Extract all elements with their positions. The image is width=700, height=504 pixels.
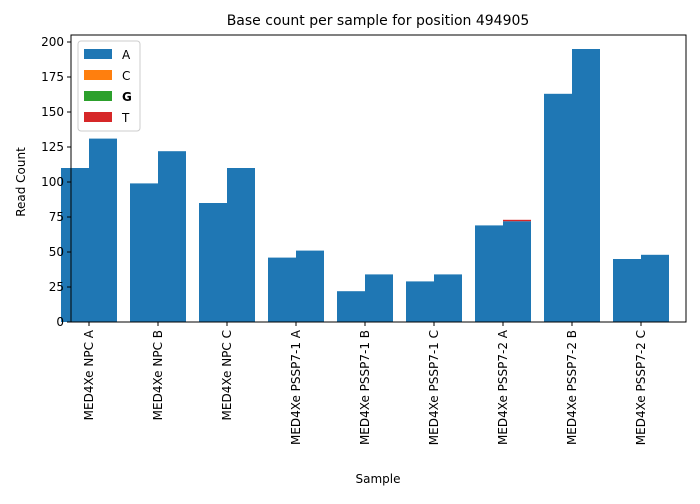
legend-swatch-A	[84, 49, 112, 59]
legend-box	[77, 40, 141, 132]
legend-label-G: G	[122, 90, 132, 104]
bar-A-left-2	[130, 183, 158, 322]
x-tick-label: MED4Xe PSSP7-1 C	[427, 330, 441, 445]
legend-swatch-C	[84, 70, 112, 80]
x-tick-label: MED4Xe PSSP7-1 A	[289, 329, 303, 445]
bar-A-right-9	[641, 254, 669, 322]
legend-label-A: A	[122, 48, 131, 62]
bar-A-left-8	[544, 93, 572, 322]
y-tick-label: 125	[41, 140, 64, 154]
legend-swatch-G	[84, 91, 112, 101]
y-tick-label: 175	[41, 70, 64, 84]
plot-frame	[70, 34, 687, 323]
bar-A-right-4	[296, 250, 324, 322]
bar-A-left-7	[475, 225, 503, 322]
y-axis-label: Read Count	[14, 147, 28, 217]
bar-A-right-6	[434, 274, 462, 322]
legend-label-T: T	[121, 111, 130, 125]
x-axis-label: Sample	[356, 472, 401, 486]
bar-A-right-7	[503, 221, 531, 322]
x-tick-label: MED4Xe PSSP7-2 B	[565, 330, 579, 445]
x-tick-label: MED4Xe NPC C	[220, 330, 234, 420]
bar-A-left-4	[268, 257, 296, 322]
x-tick-label: MED4Xe PSSP7-2 A	[496, 329, 510, 445]
x-tick-label: MED4Xe PSSP7-1 B	[358, 330, 372, 445]
bar-A-left-3	[199, 203, 227, 322]
y-tick-label: 25	[49, 280, 64, 294]
bar-A-right-8	[572, 49, 600, 322]
bars-layer	[61, 49, 669, 322]
bar-A-right-5	[365, 274, 393, 322]
bar-A-right-1	[89, 138, 117, 322]
axes-layer: 0 25 50 75 100 125 150 175 200 MED4Xe NPC A MED4Xe…	[41, 34, 687, 445]
y-tick-label: 50	[49, 245, 64, 259]
x-tick-label: MED4Xe NPC A	[82, 329, 96, 420]
x-tick-label: MED4Xe PSSP7-2 C	[634, 330, 648, 445]
bar-A-left-5	[337, 291, 365, 322]
x-tick-label: MED4Xe NPC B	[151, 330, 165, 420]
bar-A-left-1	[61, 168, 89, 322]
y-tick-label: 200	[41, 35, 64, 49]
y-tick-label: 150	[41, 105, 64, 119]
bar-A-right-2	[158, 151, 186, 322]
bar-A-left-6	[406, 281, 434, 322]
bar-A-left-9	[613, 259, 641, 322]
y-tick-label: 75	[49, 210, 64, 224]
chart-title: Base count per sample for position 49490…	[227, 13, 530, 29]
y-tick-label: 100	[41, 175, 64, 189]
bar-T-right-7	[503, 219, 531, 222]
legend-swatch-T	[84, 112, 112, 122]
legend-label-C: C	[122, 69, 130, 83]
y-tick-label: 0	[56, 315, 64, 329]
bar-A-right-3	[227, 168, 255, 322]
